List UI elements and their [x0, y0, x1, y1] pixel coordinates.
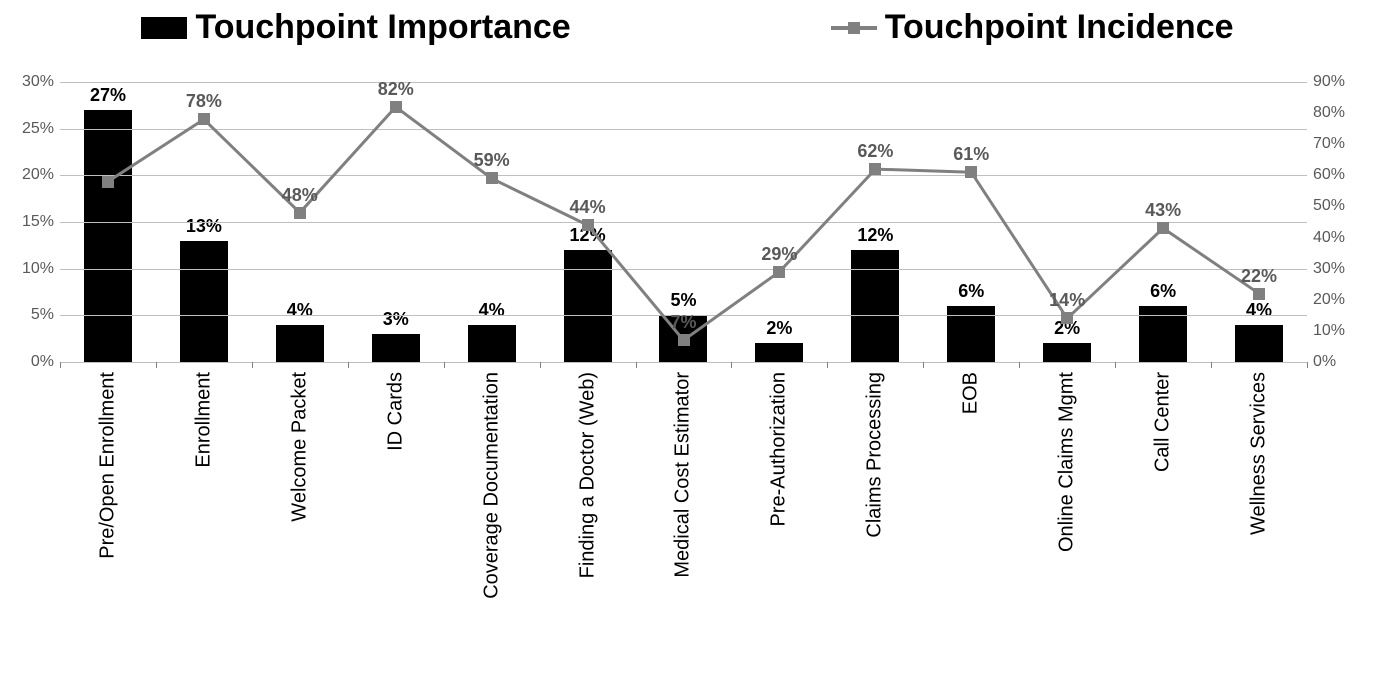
x-tick-mark: [60, 362, 61, 368]
line-marker: [1157, 222, 1169, 234]
x-category-label: Finding a Doctor (Web): [576, 372, 599, 578]
x-category-label: Online Claims Mgmt: [1056, 372, 1079, 552]
x-tick-mark: [348, 362, 349, 368]
line-marker: [198, 113, 210, 125]
y-right-tick: 60%: [1313, 166, 1361, 184]
x-tick-mark: [540, 362, 541, 368]
x-category-label: Wellness Services: [1248, 372, 1271, 535]
y-left-tick: 15%: [6, 213, 54, 231]
legend-label-importance: Touchpoint Importance: [195, 8, 570, 47]
line-value-label: 82%: [378, 79, 414, 100]
line-marker: [582, 219, 594, 231]
y-right-tick: 30%: [1313, 260, 1361, 278]
legend-swatch-line: [831, 26, 877, 30]
line-value-label: 43%: [1145, 200, 1181, 221]
y-left-tick: 20%: [6, 166, 54, 184]
x-category-label: EOB: [960, 372, 983, 414]
x-category-label: Pre/Open Enrollment: [96, 372, 119, 559]
legend-item-importance: Touchpoint Importance: [141, 8, 570, 47]
x-tick-mark: [156, 362, 157, 368]
line-marker: [102, 176, 114, 188]
x-category-label: Enrollment: [192, 372, 215, 468]
y-right-tick: 10%: [1313, 322, 1361, 340]
line-value-label: 22%: [1241, 266, 1277, 287]
x-tick-mark: [1019, 362, 1020, 368]
y-left-tick: 10%: [6, 260, 54, 278]
y-right-tick: 50%: [1313, 197, 1361, 215]
line-marker: [1061, 312, 1073, 324]
x-category-label: Welcome Packet: [288, 372, 311, 522]
line-value-label: 48%: [282, 185, 318, 206]
legend-swatch-bar: [141, 17, 187, 39]
x-tick-mark: [923, 362, 924, 368]
chart-wrapper: Touchpoint Importance Touchpoint Inciden…: [0, 0, 1375, 685]
x-category-label: Pre-Authorization: [768, 372, 791, 527]
line-marker: [678, 334, 690, 346]
line-marker: [294, 207, 306, 219]
line-value-label: 61%: [953, 144, 989, 165]
line-value-label: 78%: [186, 91, 222, 112]
y-left-tick: 30%: [6, 73, 54, 91]
x-category-label: Coverage Documentation: [480, 372, 503, 599]
x-category-label: Call Center: [1152, 372, 1175, 472]
y-right-tick: 40%: [1313, 229, 1361, 247]
line-marker: [390, 101, 402, 113]
line-marker: [965, 166, 977, 178]
line-value-label: 29%: [761, 244, 797, 265]
legend-label-incidence: Touchpoint Incidence: [885, 8, 1234, 47]
x-category-label: Medical Cost Estimator: [672, 372, 695, 578]
x-tick-mark: [1211, 362, 1212, 368]
y-right-tick: 20%: [1313, 291, 1361, 309]
y-right-tick: 90%: [1313, 73, 1361, 91]
x-tick-mark: [1115, 362, 1116, 368]
x-tick-mark: [731, 362, 732, 368]
line-value-label: 62%: [857, 141, 893, 162]
legend-item-incidence: Touchpoint Incidence: [831, 8, 1234, 47]
y-right-tick: 0%: [1313, 353, 1361, 371]
line-value-label: 7%: [670, 312, 696, 333]
y-left-tick: 5%: [6, 306, 54, 324]
line-value-label: 59%: [474, 150, 510, 171]
chart-legend: Touchpoint Importance Touchpoint Inciden…: [0, 8, 1375, 47]
line-value-label: 44%: [570, 197, 606, 218]
line-marker: [1253, 288, 1265, 300]
x-tick-mark: [827, 362, 828, 368]
chart-plot-area: 27%13%4%3%4%12%5%2%12%6%2%6%4% 0%5%10%15…: [60, 82, 1307, 362]
line-marker: [486, 172, 498, 184]
grid-line: [60, 362, 1307, 363]
x-tick-mark: [252, 362, 253, 368]
y-right-tick: 80%: [1313, 104, 1361, 122]
x-category-label: ID Cards: [384, 372, 407, 451]
x-category-label: Claims Processing: [864, 372, 887, 538]
line-marker: [869, 163, 881, 175]
y-left-tick: 25%: [6, 120, 54, 138]
x-tick-mark: [444, 362, 445, 368]
y-right-tick: 70%: [1313, 135, 1361, 153]
y-left-tick: 0%: [6, 353, 54, 371]
line-value-label: 14%: [1049, 290, 1085, 311]
x-tick-mark: [636, 362, 637, 368]
x-tick-mark: [1307, 362, 1308, 368]
line-series: [108, 107, 1259, 340]
line-marker: [773, 266, 785, 278]
